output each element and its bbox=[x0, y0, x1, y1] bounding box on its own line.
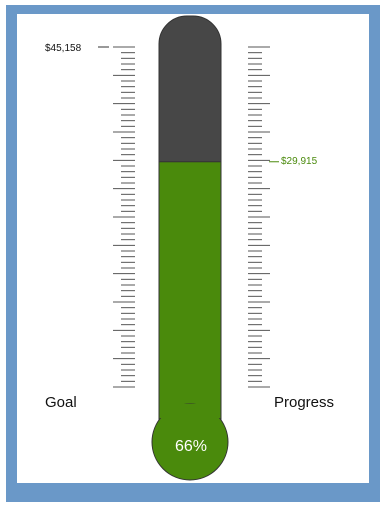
right-scale bbox=[248, 46, 270, 388]
goal-value-label: $45,158 bbox=[45, 43, 82, 54]
progress-label: Progress bbox=[274, 394, 335, 411]
thermometer-frame: $45,158 $29,915 Goal Progress 66% bbox=[6, 5, 380, 502]
progress-value-label: $29,915 bbox=[281, 155, 318, 167]
thermometer-svg bbox=[98, 15, 279, 481]
goal-label: Goal bbox=[45, 394, 77, 411]
thermometer-chart: $45,158 $29,915 Goal Progress 66% bbox=[17, 14, 369, 483]
left-scale bbox=[113, 46, 135, 388]
percent-label: 66% bbox=[174, 438, 208, 455]
tube-bulb-joint bbox=[160, 404, 220, 418]
tube-fill bbox=[158, 161, 222, 425]
